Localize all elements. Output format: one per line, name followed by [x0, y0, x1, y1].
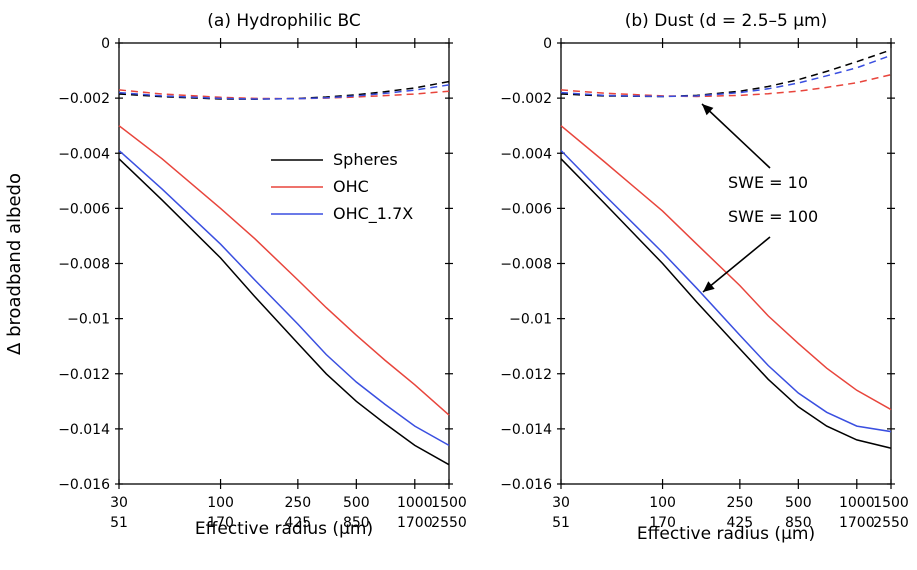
x-tick-label-secondary: 51	[110, 515, 128, 531]
y-tick-label: −0.012	[58, 367, 110, 383]
x-tick-label-radius: 100	[207, 495, 234, 511]
legend: Spheres OHC OHC_1.7X	[271, 150, 413, 224]
y-tick-label: −0.006	[500, 201, 552, 217]
series-line-spheres-swe-100	[118, 158, 450, 466]
x-tick-label-secondary: 2550	[873, 515, 909, 531]
x-axis-label: Effective radius (μm)	[637, 524, 815, 544]
x-axis-label: Effective radius (μm)	[195, 519, 373, 539]
x-tick-label-secondary: 2550	[431, 515, 467, 531]
y-tick-label: −0.004	[500, 146, 552, 162]
y-tick-label: −0.004	[58, 146, 110, 162]
series-line-spheres-swe-10	[560, 49, 892, 98]
series-line-ohc-1-7x-swe-10	[118, 84, 450, 100]
y-tick-label: −0.016	[58, 477, 110, 493]
x-tick-label-secondary: 850	[785, 515, 812, 531]
chart-title: (a) Hydrophilic BC	[207, 11, 360, 31]
x-tick-label-radius: 250	[726, 495, 753, 511]
arrow-head	[702, 104, 714, 116]
series-line-ohc-1-7x-swe-10	[560, 54, 892, 98]
x-tick-label-radius: 100	[649, 495, 676, 511]
series-line-ohc-swe-100	[560, 125, 892, 411]
chart-title: (b) Dust (d = 2.5–5 μm)	[625, 11, 828, 31]
y-tick-label: 0	[543, 36, 552, 52]
y-tick-label: −0.002	[500, 91, 552, 107]
series-line-ohc-1-7x-swe-100	[118, 149, 450, 447]
series-line-ohc-swe-100	[118, 125, 450, 416]
x-tick-label-radius: 1000	[839, 495, 875, 511]
y-tick-label: −0.014	[58, 422, 110, 438]
annotations: SWE = 10 SWE = 100	[701, 103, 818, 293]
x-tick-label-radius: 30	[110, 495, 128, 511]
panel-dust: (b) Dust (d = 2.5–5 μm) 0 −0.002 −0.004 −0.0…	[500, 11, 909, 544]
plot-frame	[560, 42, 892, 485]
y-tick-label: −0.016	[500, 477, 552, 493]
x-tick-label-secondary: 170	[649, 515, 676, 531]
series-line-ohc-1-7x-swe-100	[560, 149, 892, 433]
x-tick-label-radius: 500	[785, 495, 812, 511]
x-tick-label-secondary: 850	[343, 515, 370, 531]
y-tick-label: −0.006	[58, 201, 110, 217]
arrow-line	[701, 103, 771, 169]
y-tick-label: −0.008	[58, 257, 110, 273]
legend-label: OHC	[333, 177, 369, 196]
y-tick-label: −0.01	[509, 312, 552, 328]
x-tick-label-radius: 1500	[873, 495, 909, 511]
y-axis-label: Δ broadband albedo	[4, 173, 25, 355]
legend-label: OHC_1.7X	[333, 204, 413, 224]
y-tick-label: −0.008	[500, 257, 552, 273]
x-tick-label-secondary: 425	[284, 515, 311, 531]
x-tick-label-secondary: 1700	[839, 515, 875, 531]
x-tick-label-radius: 500	[343, 495, 370, 511]
x-tick-label-radius: 250	[284, 495, 311, 511]
arrow-line	[702, 236, 771, 293]
y-tick-label: −0.01	[67, 312, 110, 328]
annotation-swe-10: SWE = 10	[728, 173, 808, 192]
y-tick-label: −0.012	[500, 367, 552, 383]
x-tick-label-radius: 30	[552, 495, 570, 511]
arrow-head	[703, 281, 715, 292]
legend-label: Spheres	[333, 150, 398, 169]
plot-frame	[118, 42, 450, 485]
x-tick-label-radius: 1500	[431, 495, 467, 511]
x-tick-label-secondary: 425	[726, 515, 753, 531]
x-tick-label-secondary: 51	[552, 515, 570, 531]
y-tick-label: −0.014	[500, 422, 552, 438]
y-tick-label: 0	[101, 36, 110, 52]
series-line-ohc-swe-10	[560, 73, 892, 98]
panel-hydrophilic-bc: (a) Hydrophilic BC 0 −0.002 −0.004 −0.006 −0.…	[58, 11, 467, 539]
x-tick-label-radius: 1000	[397, 495, 433, 511]
x-tick-label-secondary: 1700	[397, 515, 433, 531]
x-tick-label-secondary: 170	[207, 515, 234, 531]
annotation-swe-100: SWE = 100	[728, 207, 818, 226]
series-line-spheres-swe-100	[560, 158, 892, 449]
y-tick-label: −0.002	[58, 91, 110, 107]
